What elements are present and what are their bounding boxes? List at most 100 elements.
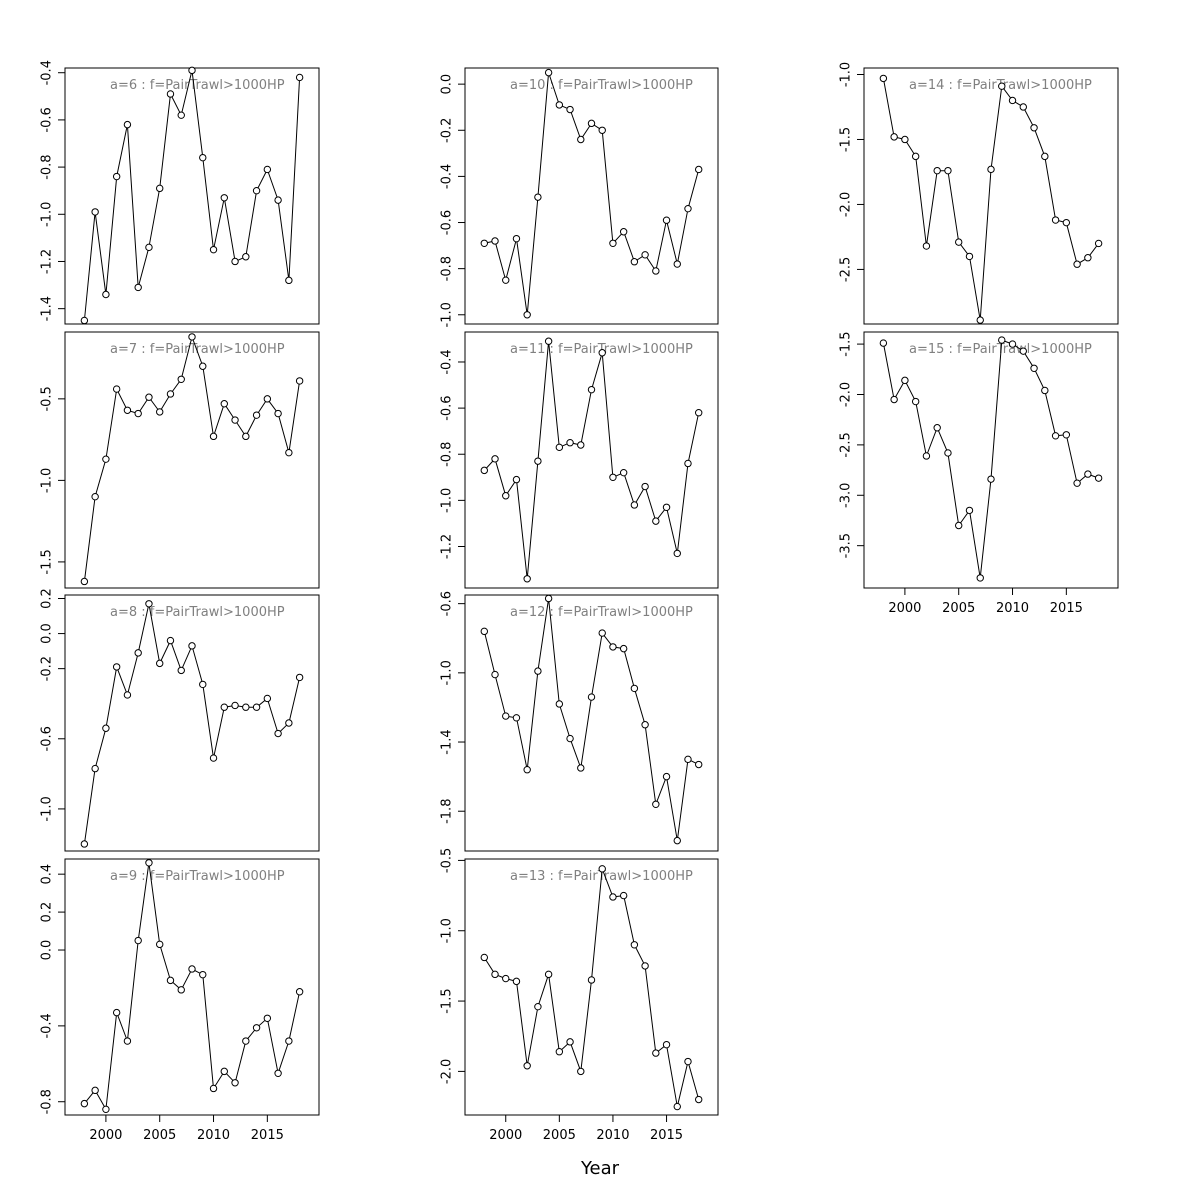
data-point: [112, 1008, 121, 1017]
data-point: [134, 283, 142, 292]
y-tick-label: -1.0: [440, 660, 455, 685]
y-tick-label: 0.0: [40, 623, 55, 644]
data-point: [619, 228, 628, 236]
data-point: [112, 663, 121, 671]
data-point: [641, 251, 649, 259]
data-point: [1041, 152, 1049, 161]
data-point: [955, 521, 963, 530]
y-tick-label: -1.8: [440, 799, 455, 824]
data-point: [231, 1079, 239, 1087]
data-point: [901, 376, 909, 385]
data-point: [544, 337, 553, 345]
y-tick-label: -1.4: [440, 729, 455, 754]
panel-title: a=8 : f=PairTrawl>1000HP: [110, 605, 285, 620]
data-point: [534, 193, 542, 201]
data-point: [890, 395, 898, 404]
data-point: [220, 1067, 228, 1076]
data-point: [652, 517, 660, 525]
x-tick-label: 2015: [1050, 601, 1083, 616]
data-point: [998, 82, 1006, 90]
panel-frame: [464, 594, 719, 852]
data-point: [662, 503, 671, 511]
y-tick-label: -0.8: [40, 1089, 55, 1114]
x-tick-label: 2010: [596, 1128, 629, 1143]
data-point: [587, 976, 596, 984]
x-tick-label: 2005: [143, 1128, 176, 1143]
data-point: [673, 260, 681, 268]
panel-5: a=11 : f=PairTrawl>1000HP-0.4-0.6-0.8-1.…: [440, 331, 719, 589]
panel-frame: [64, 331, 320, 589]
data-point: [684, 204, 692, 213]
data-point: [295, 673, 304, 682]
panel-title: a=15 : f=PairTrawl>1000HP: [909, 342, 1092, 357]
data-point: [662, 1040, 671, 1049]
data-point: [684, 755, 692, 764]
data-point: [609, 239, 617, 247]
data-point: [684, 1057, 692, 1066]
data-point: [480, 627, 488, 636]
data-point: [1030, 124, 1038, 132]
data-point: [502, 276, 510, 284]
data-point: [156, 408, 164, 416]
y-tick-label: -0.6: [40, 726, 55, 751]
data-point: [998, 336, 1006, 344]
data-point: [242, 253, 250, 261]
data-point: [166, 90, 175, 98]
data-point: [976, 316, 984, 324]
series-line: [882, 78, 1100, 321]
data-point: [295, 377, 304, 385]
data-point: [695, 1095, 703, 1104]
panel-3: a=14 : f=PairTrawl>1000HP-1.0-1.5-2.0-2.…: [839, 62, 1119, 325]
data-point: [1094, 474, 1103, 482]
data-point: [1073, 260, 1081, 268]
data-point: [491, 237, 499, 245]
data-point: [156, 659, 164, 668]
y-tick-label: -1.0: [40, 796, 55, 821]
data-point: [512, 475, 521, 484]
data-point: [534, 667, 542, 675]
data-point: [965, 506, 974, 515]
panel-frame: [464, 858, 719, 1116]
y-tick-label: -1.0: [440, 302, 455, 327]
data-point: [285, 719, 293, 727]
y-tick-label: 0.4: [40, 864, 55, 885]
data-point: [1094, 239, 1103, 248]
y-tick-label: -0.2: [440, 118, 455, 143]
data-point: [220, 194, 228, 202]
panel-title: a=6 : f=PairTrawl>1000HP: [110, 78, 285, 93]
y-tick-label: -1.0: [40, 202, 55, 227]
x-tick-label: 2000: [489, 1128, 522, 1143]
data-point: [177, 375, 185, 383]
data-point: [91, 1086, 99, 1095]
data-point: [987, 165, 995, 174]
y-tick-label: -1.0: [440, 488, 455, 513]
data-point: [263, 395, 272, 403]
data-point: [263, 694, 272, 703]
data-point: [145, 393, 153, 401]
x-axis-label: Year: [580, 1158, 620, 1179]
data-point: [695, 165, 703, 174]
data-point: [502, 492, 510, 500]
panel-frame: [64, 858, 320, 1116]
y-tick-label: -2.5: [839, 257, 854, 282]
data-point: [944, 449, 952, 457]
data-point: [199, 153, 207, 162]
data-point: [231, 701, 239, 710]
data-point: [91, 764, 99, 773]
y-tick-label: -0.6: [440, 591, 455, 616]
data-point: [102, 1105, 110, 1114]
data-point: [480, 953, 488, 962]
data-point: [933, 166, 941, 175]
data-point: [534, 1002, 542, 1011]
x-tick-label: 2015: [251, 1128, 284, 1143]
y-tick-label: -2.0: [440, 1059, 455, 1084]
y-tick-label: -1.5: [839, 331, 854, 356]
data-point: [630, 941, 639, 949]
data-point: [890, 133, 898, 141]
data-point: [274, 196, 282, 204]
panel-8: a=12 : f=PairTrawl>1000HP -0.6 -1.0 -1.4 -1.…: [440, 591, 719, 852]
x-tick-label: 2005: [543, 1128, 576, 1143]
panel-frame: [64, 594, 320, 852]
data-point: [619, 891, 628, 900]
